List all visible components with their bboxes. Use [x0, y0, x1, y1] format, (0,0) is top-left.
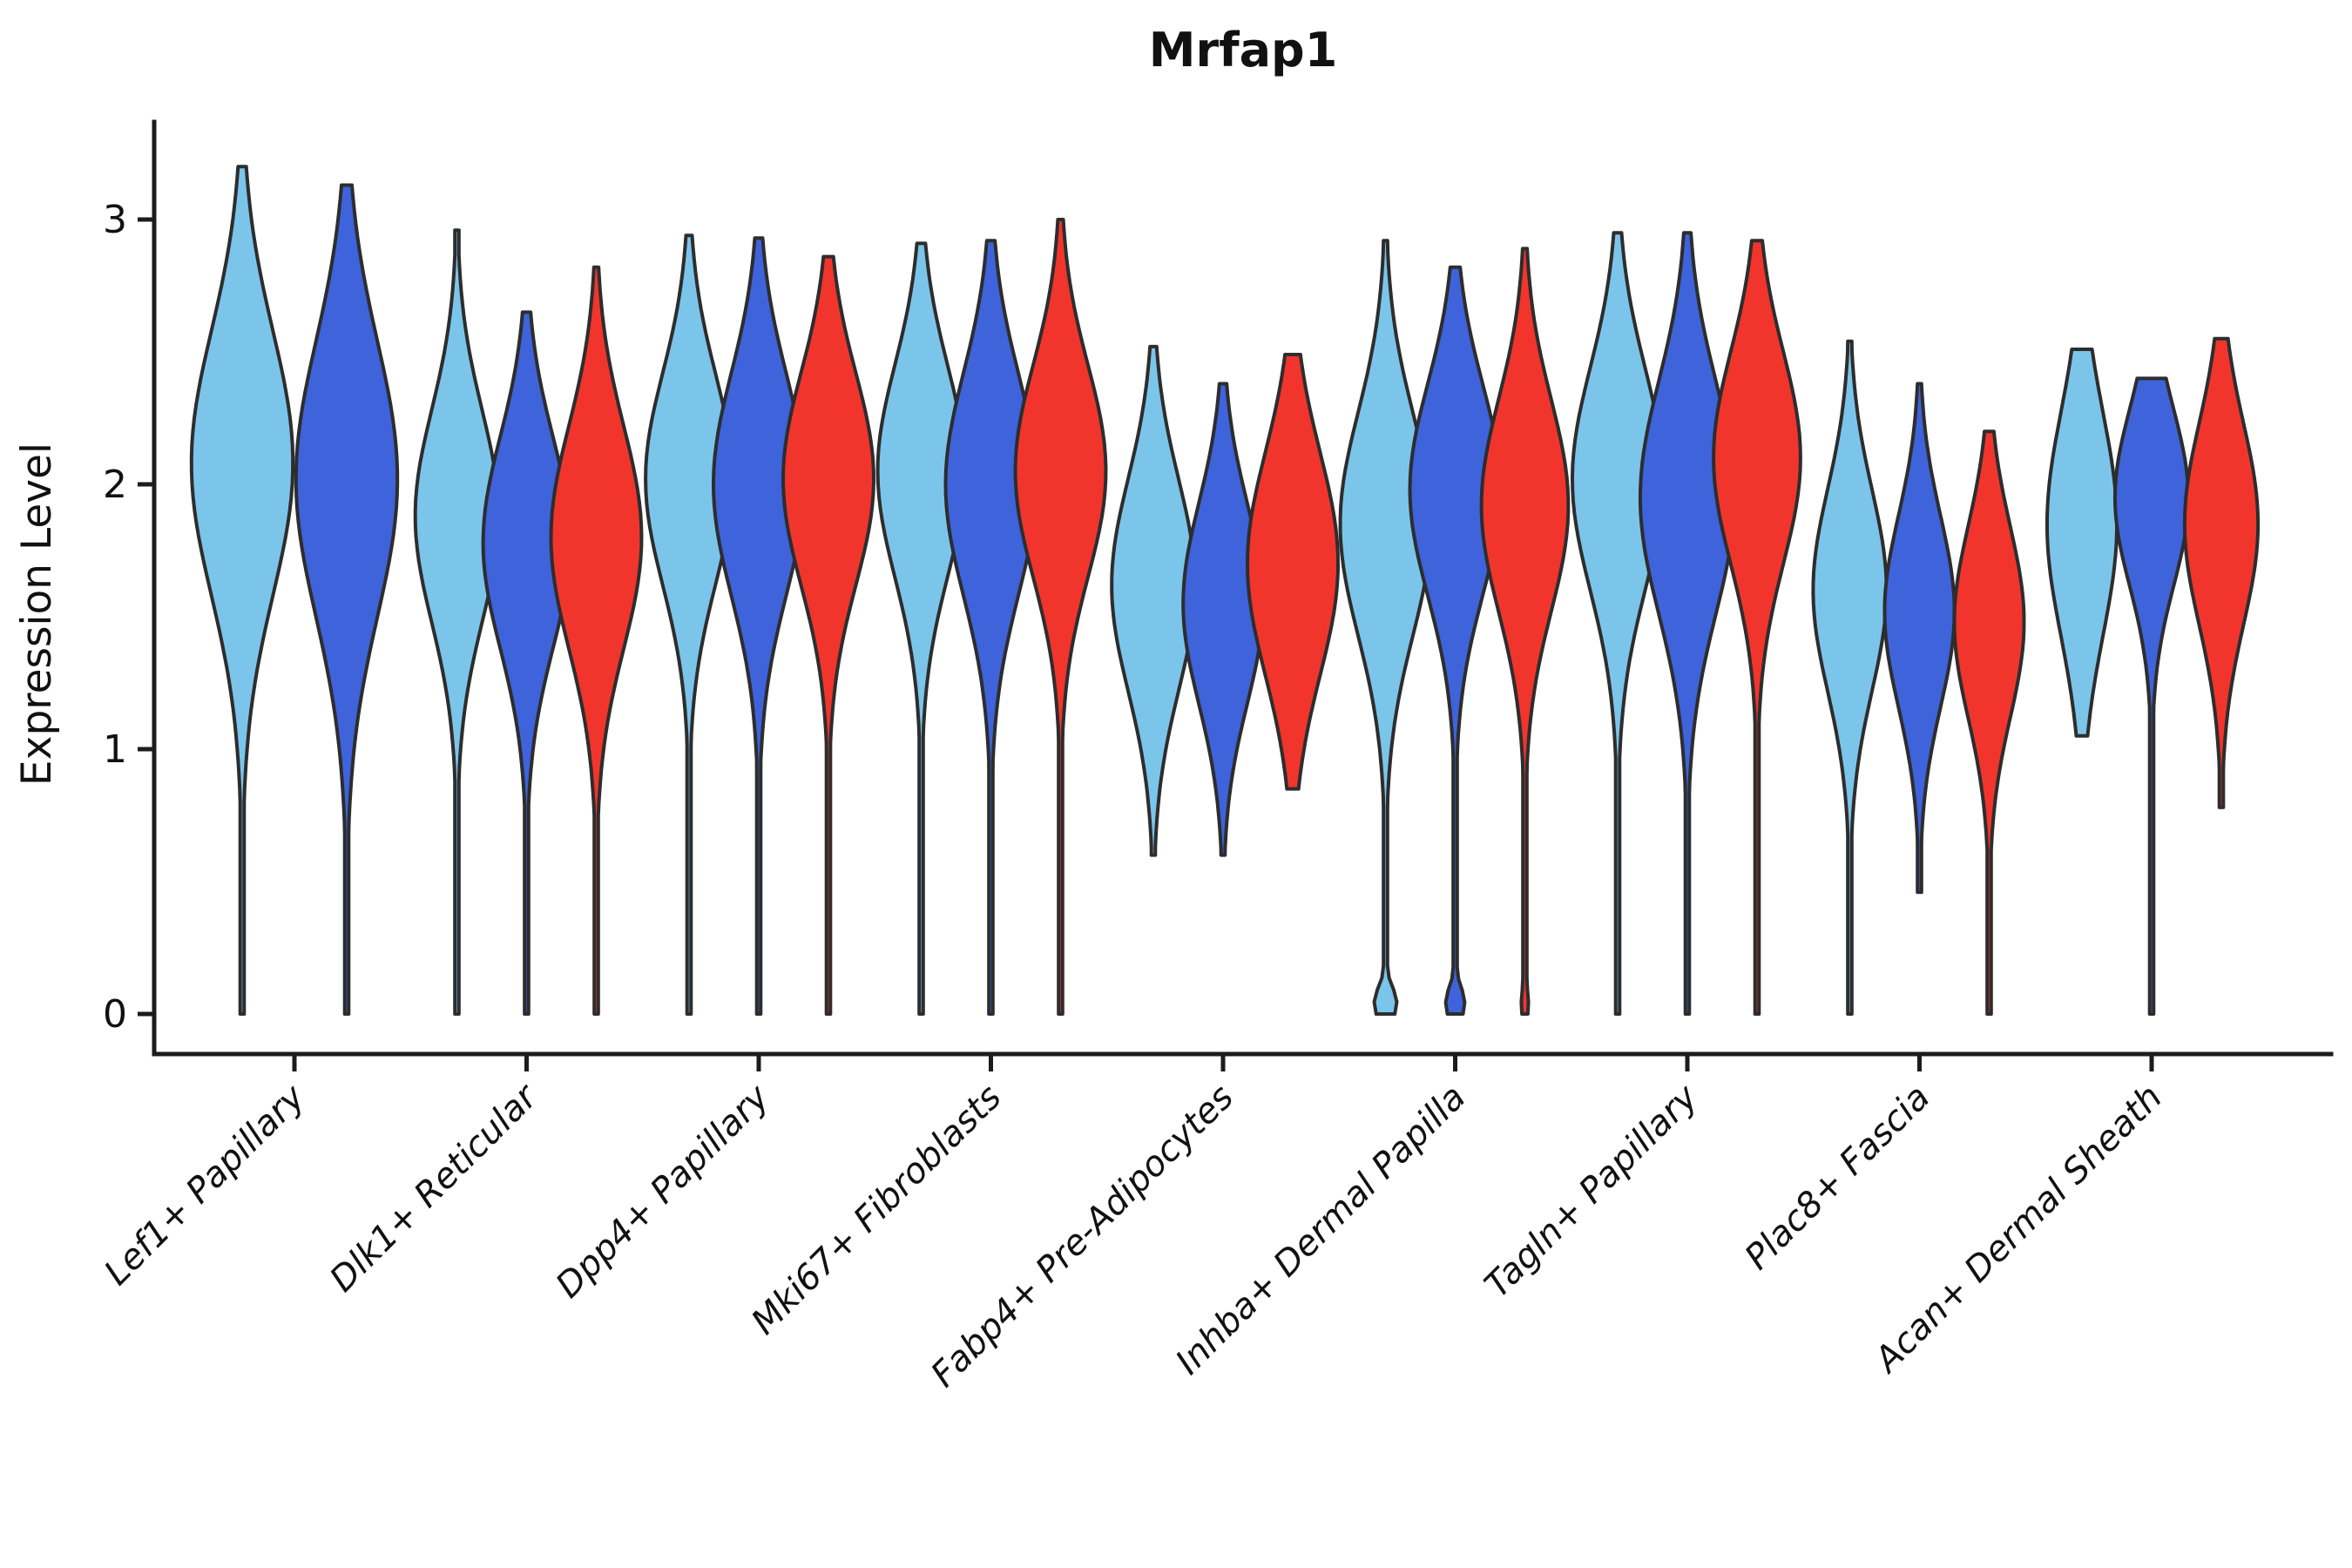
violin-red-3 [781, 254, 875, 1016]
violin-red-5 [1246, 353, 1340, 791]
violin-lightblue-5 [1110, 344, 1197, 857]
y-tick-labels: 0 1 2 3 [103, 198, 154, 1037]
violins-layer [189, 165, 2261, 1016]
violin-red-2 [549, 265, 644, 1016]
violin-red-9 [2182, 336, 2261, 809]
violin-lightblue-7 [1571, 231, 1665, 1016]
violin-red-8 [1952, 429, 2026, 1016]
violin-blue-4 [943, 239, 1038, 1016]
violin-lightblue-4 [875, 241, 967, 1016]
violin-red-6 [1479, 247, 1571, 1016]
x-tick-labels: Lef1+ Papillary Dlk1+ Reticular Dpp4+ Papi… [97, 1054, 2170, 1395]
violin-blue-8 [1882, 382, 1957, 895]
violin-red-4 [1013, 218, 1108, 1016]
chart-title: Mrfap1 [1149, 23, 1338, 78]
x-tick-label-2: Dlk1+ Reticular [322, 1076, 546, 1300]
x-tick-label-3: Dpp4+ Papillary [549, 1077, 778, 1306]
y-tick-label-3: 3 [103, 198, 127, 242]
x-tick-label-8: Plac8+ Fascia [1737, 1078, 1937, 1278]
violin-lightblue-2 [413, 228, 501, 1016]
y-tick-label-2: 2 [103, 463, 127, 507]
violin-lightblue-9 [2045, 348, 2119, 738]
violin-blue-6 [1408, 265, 1503, 1016]
y-axis-label: Expression Level [13, 443, 61, 786]
violin-red-7 [1712, 239, 1802, 1016]
violin-lightblue-6 [1338, 239, 1433, 1016]
violin-lightblue-8 [1811, 339, 1889, 1016]
x-tick-label-7: Tagln+ Papillary [1477, 1077, 1707, 1306]
violin-lightblue-1 [189, 165, 295, 1016]
violin-blue-3 [712, 236, 806, 1016]
violin-blue-9 [2112, 376, 2191, 1016]
violin-blue-1 [294, 183, 400, 1016]
violin-blue-2 [481, 310, 572, 1016]
x-tick-label-1: Lef1+ Papillary [97, 1077, 314, 1294]
violin-lightblue-3 [644, 233, 734, 1016]
y-tick-label-1: 1 [103, 727, 127, 772]
x-tick-label-4: Mki67+ Fibroblasts [744, 1078, 1010, 1343]
axes-layer [152, 119, 2334, 1057]
y-tick-label-0: 0 [103, 992, 127, 1037]
violin-blue-5 [1181, 382, 1265, 857]
violin-blue-7 [1638, 231, 1737, 1016]
